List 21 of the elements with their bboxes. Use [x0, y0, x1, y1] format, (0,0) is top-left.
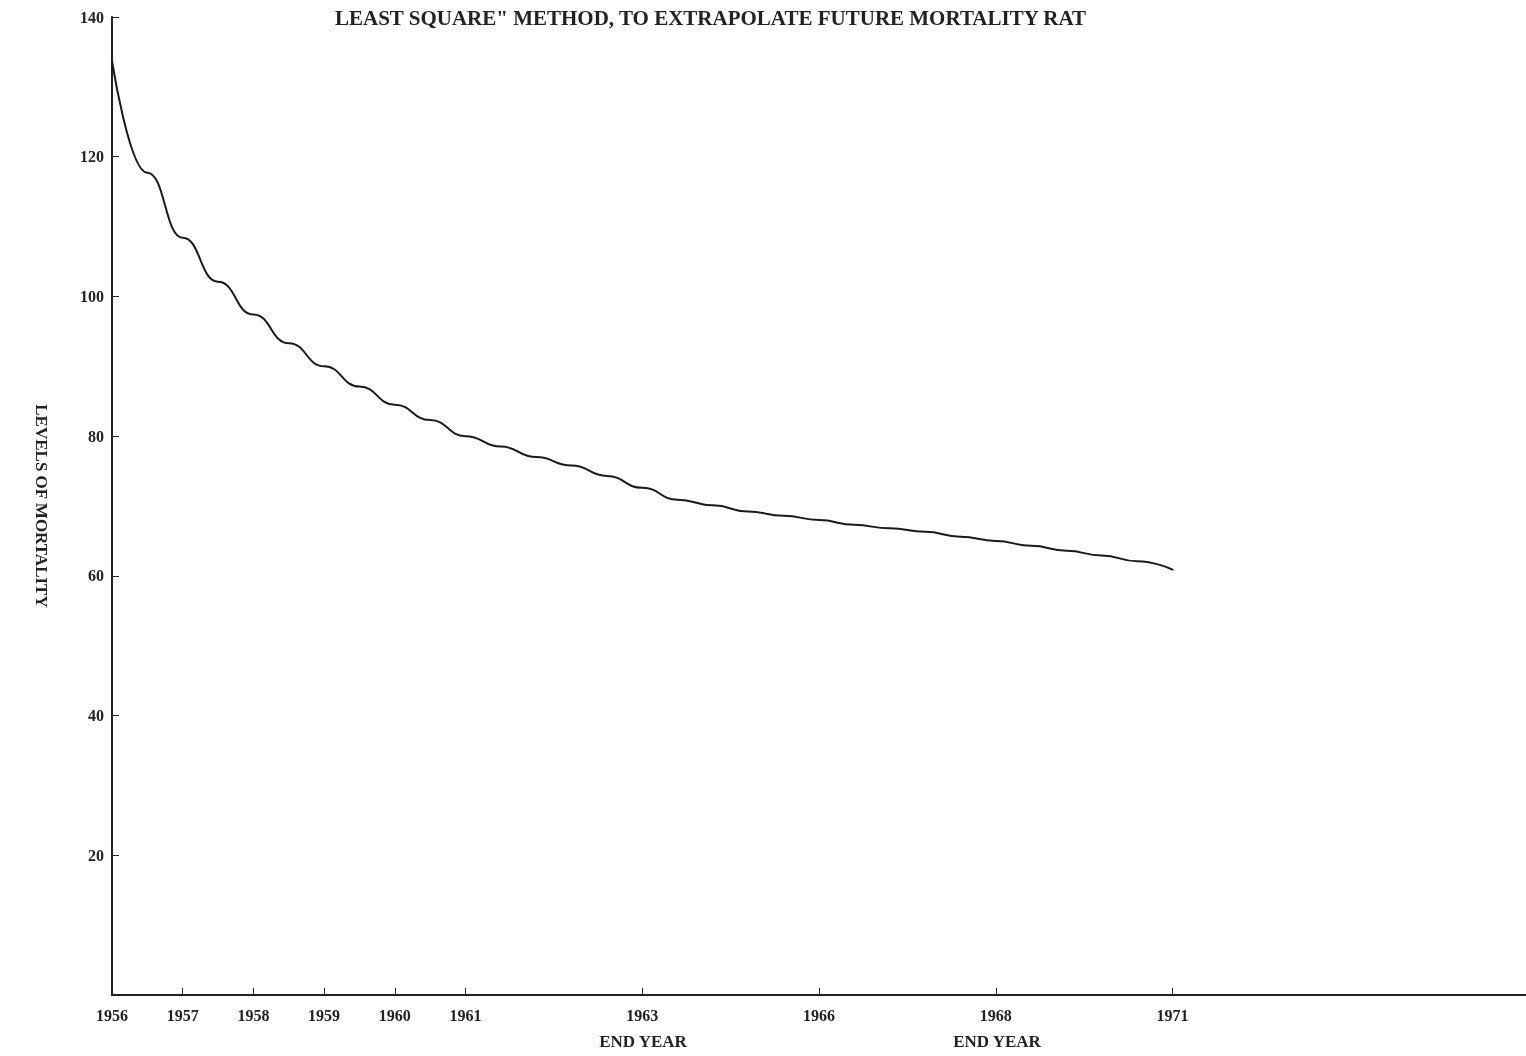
x-tick-label: 1956	[96, 1006, 128, 1024]
y-axis-title: LEVELS OF MORTALITY	[32, 404, 51, 608]
y-tick-label: 60	[88, 567, 104, 585]
x-tick-label: 1960	[378, 1006, 411, 1024]
y-tick-label: 140	[80, 8, 104, 26]
text: END YEAR	[599, 1031, 688, 1051]
x-tick-label: 1959	[308, 1006, 341, 1024]
y-tick-label: 20	[88, 846, 104, 864]
x-tick-label: 1958	[237, 1006, 270, 1024]
x-tick-label: 1961	[449, 1006, 482, 1024]
y-tick-label: 40	[88, 707, 104, 725]
x-tick-label: 1968	[979, 1006, 1012, 1024]
chart-title: LEAST SQUARE" METHOD, TO EXTRAPOLATE FUTURE MORTALITY RAT	[335, 5, 1087, 30]
x-tick-label: 1971	[1156, 1006, 1189, 1024]
y-tick-label: 100	[80, 287, 104, 305]
text: END YEAR	[953, 1031, 1042, 1051]
x-tick-label: 1966	[803, 1006, 835, 1024]
x-tick-label: 1963	[626, 1006, 659, 1024]
y-tick-label: 120	[80, 148, 104, 166]
y-tick-label: 80	[88, 427, 104, 445]
x-tick-label: 1957	[166, 1006, 199, 1024]
